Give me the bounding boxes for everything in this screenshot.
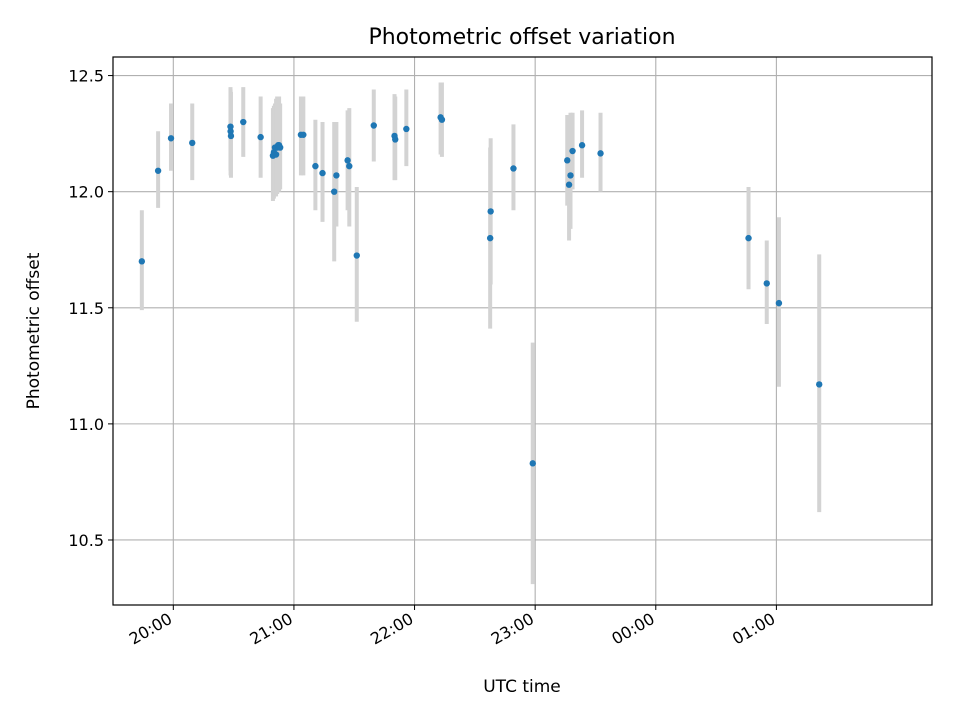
data-point	[333, 172, 340, 179]
data-point	[346, 162, 353, 170]
data-point	[392, 136, 399, 143]
data-point	[353, 252, 360, 259]
data-point	[564, 157, 571, 164]
data-point	[370, 122, 377, 129]
data-point	[300, 131, 307, 138]
y-axis-ticks: 10.5 11.0 11.5 12.0 12.5	[68, 67, 113, 550]
data-point	[312, 162, 319, 170]
data-point	[319, 169, 326, 177]
data-point	[138, 258, 146, 265]
plot-frame	[112, 56, 933, 606]
data-point	[240, 118, 247, 126]
y-tick-label: 11.0	[68, 415, 104, 434]
data-point	[257, 133, 264, 141]
data-point	[816, 381, 823, 388]
data-point	[403, 125, 410, 133]
y-tick-label: 11.5	[68, 299, 104, 318]
data-point	[331, 188, 338, 195]
data-point	[189, 139, 196, 147]
data-point	[763, 280, 770, 287]
data-point	[745, 234, 752, 242]
data-point	[272, 151, 280, 158]
data-points	[138, 114, 823, 467]
data-point	[154, 167, 162, 174]
data-point	[565, 181, 573, 188]
data-point	[276, 144, 284, 151]
y-tick-label: 10.5	[68, 531, 104, 550]
data-point	[486, 234, 494, 242]
data-point	[227, 128, 234, 135]
data-point	[344, 157, 351, 164]
data-point	[438, 116, 446, 123]
data-point	[529, 460, 536, 467]
data-point	[510, 165, 517, 172]
data-point	[167, 135, 175, 142]
y-axis-label: Photometric offset	[24, 252, 44, 409]
chart-title: Photometric offset variation	[368, 25, 675, 50]
data-point	[597, 150, 604, 157]
data-point	[569, 147, 576, 155]
data-point	[775, 299, 783, 307]
data-point	[227, 123, 234, 130]
y-tick-label: 12.0	[68, 183, 104, 202]
grid-lines	[113, 57, 932, 605]
y-tick-label: 12.5	[68, 67, 104, 86]
x-axis-label: UTC time	[483, 677, 561, 697]
data-point	[567, 172, 574, 179]
data-point	[227, 132, 235, 140]
data-point	[487, 208, 494, 215]
data-point	[578, 142, 586, 149]
